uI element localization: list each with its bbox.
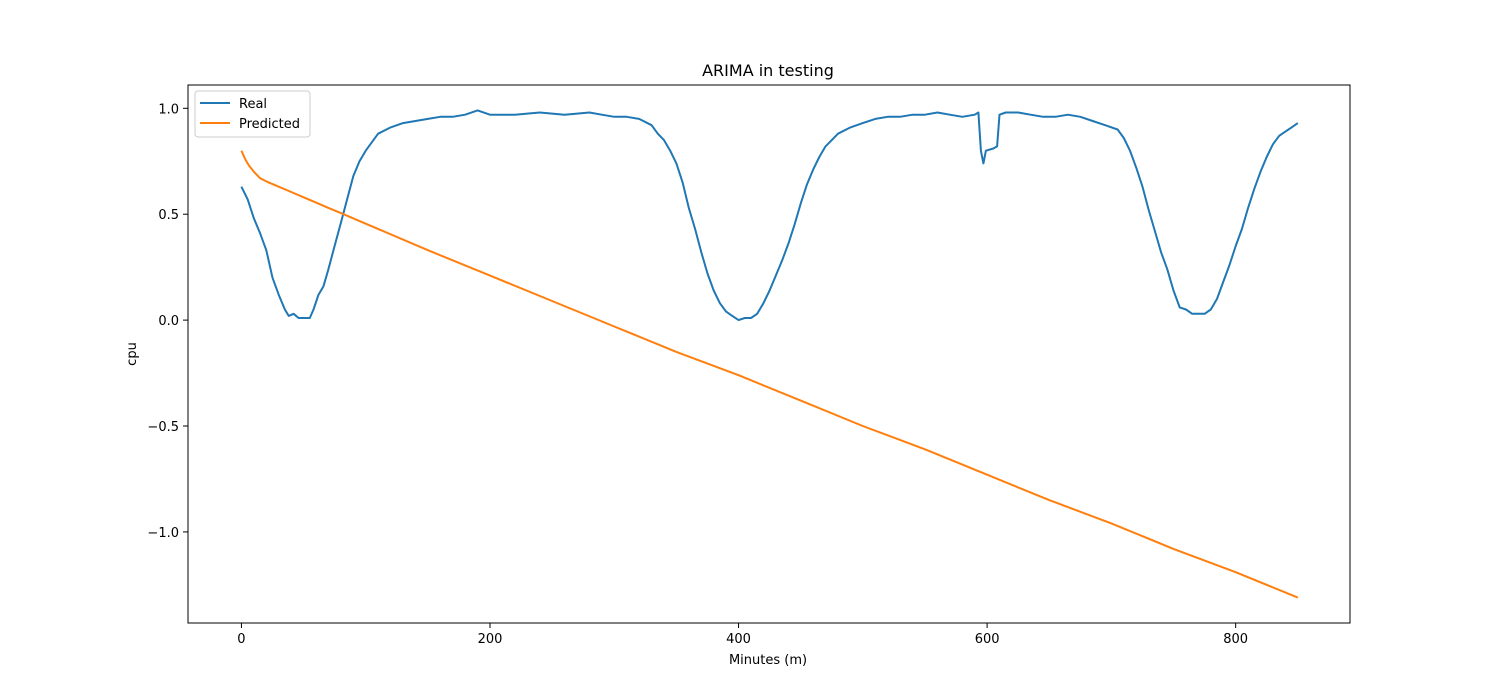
axes-layer: 0 200 400 600 800 1.0 0.5 0.0 −0.5 −1.0 (147, 102, 1248, 647)
y-tick-label: 1.0 (158, 102, 179, 117)
plot-border (187, 84, 1351, 624)
y-tick-label: −0.5 (147, 420, 179, 435)
y-tick-label: 0.5 (158, 208, 179, 223)
series-line-predicted (240, 150, 1299, 599)
series-layer (240, 109, 1299, 599)
x-tick-label: 0 (237, 632, 245, 647)
plot-area (188, 85, 1350, 623)
x-tick-label: 200 (478, 632, 503, 647)
x-tick-label: 400 (726, 632, 751, 647)
y-tick-label: 0.0 (158, 314, 179, 329)
y-tick-label: −1.0 (147, 526, 179, 541)
legend-label-predicted: Predicted (239, 117, 300, 132)
y-axis-label: cpu (125, 342, 140, 366)
legend: Real Predicted (194, 90, 311, 138)
x-tick-label: 600 (975, 632, 1000, 647)
x-axis-label: Minutes (m) (729, 653, 807, 668)
x-tick-label: 800 (1223, 632, 1248, 647)
legend-label-real: Real (239, 97, 267, 112)
series-line-real (240, 109, 1299, 322)
chart-title: ARIMA in testing (702, 61, 834, 80)
